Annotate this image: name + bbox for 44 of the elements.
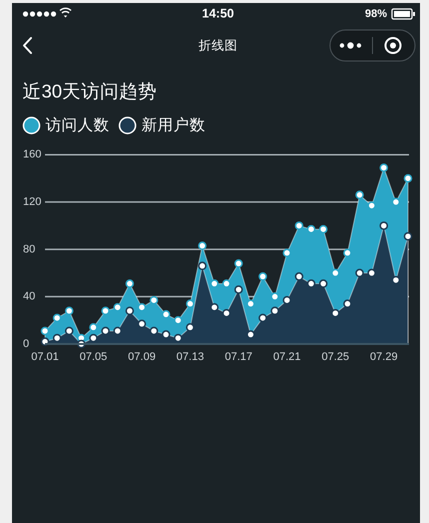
point <box>234 285 243 294</box>
point <box>294 221 304 230</box>
x-tick-label: 07.13 <box>176 351 204 363</box>
y-tick-label: 80 <box>23 243 36 256</box>
point <box>64 306 74 316</box>
point <box>404 232 412 241</box>
legend-label: 访问人数 <box>46 116 110 134</box>
x-tick-label: 07.25 <box>322 351 350 363</box>
point <box>258 314 268 322</box>
point <box>186 300 194 308</box>
point <box>101 306 110 316</box>
chart-title: 近30天访问趋势 <box>22 80 158 102</box>
x-tick-label: 07.09 <box>128 351 156 363</box>
point <box>64 326 74 336</box>
y-tick-label: 160 <box>23 148 42 161</box>
point <box>380 221 388 230</box>
legend-label: 新用户数 <box>142 116 206 134</box>
point <box>355 190 364 200</box>
point <box>125 279 134 288</box>
point <box>319 224 328 234</box>
point <box>40 326 50 336</box>
point <box>198 242 207 250</box>
point <box>294 272 304 281</box>
point <box>258 272 268 281</box>
x-tick-label: 07.01 <box>31 351 59 363</box>
point <box>355 268 364 278</box>
point <box>125 306 134 316</box>
x-tick-label: 07.29 <box>370 351 398 363</box>
text: 14:50 <box>202 6 234 20</box>
x-tick-label: 07.21 <box>273 351 301 363</box>
text: 98% <box>364 8 388 20</box>
y-tick-label: 120 <box>23 196 42 208</box>
point <box>198 262 207 270</box>
point <box>52 314 62 322</box>
point <box>234 259 243 268</box>
y-tick-label: 40 <box>23 290 36 303</box>
y-tick-label: 0 <box>23 338 30 350</box>
point <box>380 163 388 172</box>
point <box>319 279 328 288</box>
point <box>150 296 158 304</box>
point <box>404 174 412 183</box>
x-tick-label: 07.17 <box>224 351 252 363</box>
x-tick-label: 07.05 <box>80 351 108 363</box>
text: 折线图 <box>198 38 238 52</box>
